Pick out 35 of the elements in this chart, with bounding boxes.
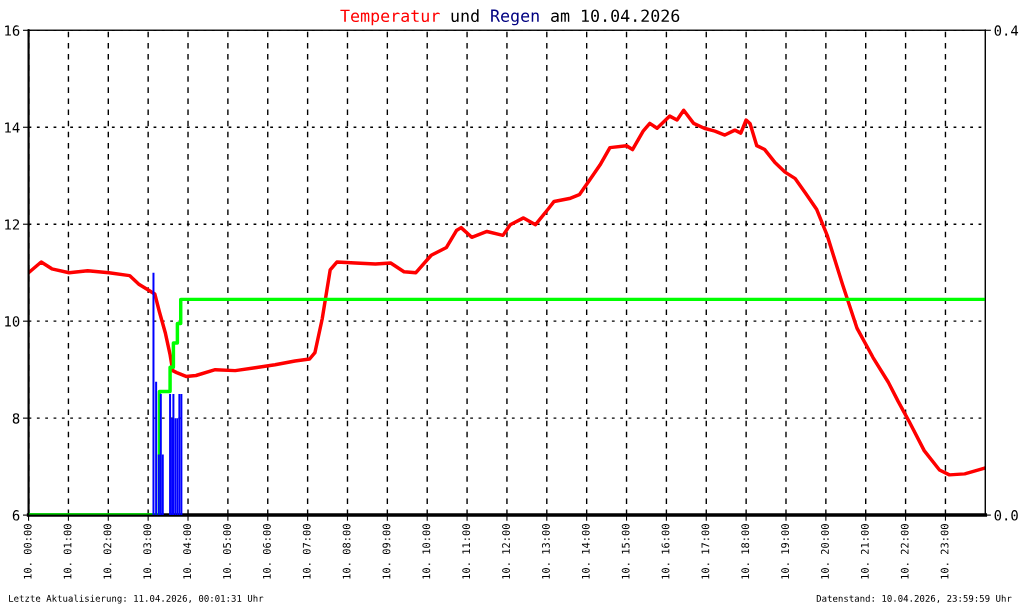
y-tick-label: 14 (5, 122, 20, 133)
y-tick-label: 12 (5, 219, 20, 230)
chart-title: Temperatur und Regen am 10.04.2026 (340, 9, 680, 26)
x-tick-label: 10. 08:00 (342, 524, 351, 579)
y-tick-label: 10 (5, 316, 20, 327)
y-tick-label: 16 (5, 25, 20, 36)
x-tick-label: 10. 02:00 (103, 524, 112, 579)
text: Letzte Aktualisierung: 11.04.2026, 00:01:31 Uhr (9, 594, 264, 604)
x-tick-label: 10. 05:00 (223, 524, 231, 579)
x-tick-label: 10. 19:00 (781, 524, 790, 579)
y-tick-label: 8 (12, 413, 20, 424)
x-tick-label: 10. 20:00 (821, 524, 829, 579)
x-tick-label: 10. 16:00 (661, 524, 670, 579)
x-tick-label: 10. 09:00 (382, 524, 391, 579)
x-tick-label: 10. 23:00 (940, 524, 949, 579)
x-tick-label: 10. 18:00 (741, 524, 750, 579)
x-tick-label: 10. 04:00 (183, 524, 192, 579)
x-tick-label: 10. 14:00 (581, 524, 590, 579)
x-tick-label: 10. 22:00 (900, 524, 909, 579)
x-tick-label: 10. 13:00 (541, 524, 550, 579)
x-tick-label: 10. 03:00 (143, 524, 152, 579)
x-tick-label: 10. 00:00 (23, 524, 32, 579)
x-tick-label: 10. 21:00 (860, 524, 869, 579)
x-tick-label: 10. 17:00 (701, 524, 710, 579)
y2-tick-label: 0.4 (994, 25, 1019, 36)
x-tick-label: 10. 10:00 (422, 524, 431, 579)
text: Datenstand: 10.04.2026, 23:59:59 Uhr (816, 594, 1012, 603)
x-tick-label: 10. 15:00 (621, 524, 630, 579)
x-tick-label: 10. 07:00 (302, 524, 311, 579)
x-tick-label: 10. 11:00 (462, 524, 471, 579)
x-tick-label: 10. 01:00 (63, 524, 72, 579)
x-tick-label: 10. 06:00 (262, 524, 271, 579)
y2-tick-label: 0.0 (994, 510, 1018, 521)
y-tick-label: 6 (12, 510, 20, 521)
x-tick-label: 10. 12:00 (502, 524, 510, 579)
